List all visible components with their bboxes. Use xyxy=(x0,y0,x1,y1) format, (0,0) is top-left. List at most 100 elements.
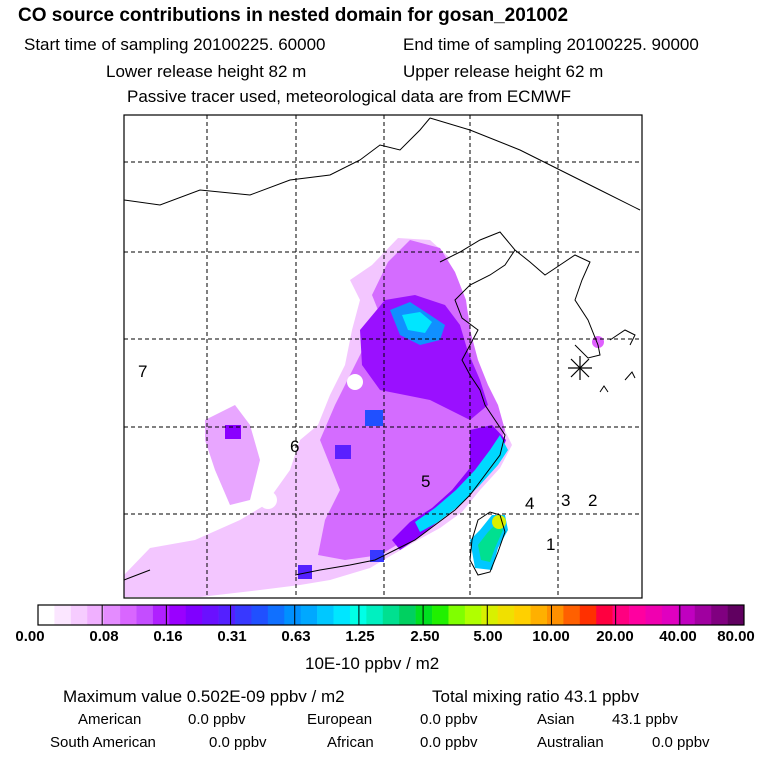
colorbar-swatch xyxy=(202,605,219,625)
plot-title: CO source contributions in nested domain… xyxy=(18,5,569,26)
coastline xyxy=(599,385,609,393)
colorbar-tick: 0.16 xyxy=(153,628,183,645)
colorbar-tick: 2.50 xyxy=(410,628,440,645)
plume-west-lobe xyxy=(205,405,260,505)
upper-height-label: Upper release height 62 m xyxy=(403,62,604,81)
colorbar-swatch xyxy=(235,605,252,625)
plume-cell xyxy=(298,565,312,579)
plume-cell xyxy=(365,410,383,426)
colorbar-swatch xyxy=(448,605,466,625)
region-australian-label: Australian xyxy=(537,734,604,751)
colorbar-swatch xyxy=(645,605,663,625)
region-asian-value: 43.1 ppbv xyxy=(612,711,678,728)
coastlines xyxy=(124,117,641,581)
region-american-label: American xyxy=(78,711,142,728)
region-australian-value: 0.0 ppbv xyxy=(652,734,710,751)
colorbar-swatch xyxy=(120,605,137,625)
colorbar-swatch xyxy=(629,605,646,625)
colorbar-swatch xyxy=(596,605,613,625)
plume-gap xyxy=(259,491,277,509)
region-label-5: 5 xyxy=(421,472,431,491)
region-european-value: 0.0 ppbv xyxy=(420,711,478,728)
colorbar-swatch xyxy=(152,605,170,625)
colorbar-swatch xyxy=(185,605,203,625)
plume-core xyxy=(360,295,488,420)
region-south-american-value: 0.0 ppbv xyxy=(209,734,267,751)
border-line xyxy=(429,117,641,211)
colorbar-swatch xyxy=(694,605,712,625)
colorbar-swatch xyxy=(38,605,55,625)
border-line xyxy=(124,117,431,206)
colorbar-swatch xyxy=(70,605,88,625)
colorbar-swatch xyxy=(284,605,301,625)
plume-cell xyxy=(335,445,351,459)
colorbar-swatch xyxy=(415,605,433,625)
colorbar-swatch xyxy=(727,605,745,625)
colorbar-swatch xyxy=(399,605,416,625)
colorbar-swatch xyxy=(366,605,384,625)
colorbar-swatch xyxy=(218,605,236,625)
colorbar-tick: 40.00 xyxy=(659,628,697,645)
colorbar-tick: 10.00 xyxy=(532,628,570,645)
colorbar-swatch xyxy=(563,605,581,625)
plume-hotspot-north-inner xyxy=(402,312,432,333)
coastline xyxy=(624,371,636,381)
plume-main-body xyxy=(318,240,505,560)
colorbar-swatch xyxy=(612,605,630,625)
plume-cell xyxy=(370,550,384,562)
region-american-value: 0.0 ppbv xyxy=(188,711,246,728)
region-label-4: 4 xyxy=(525,494,535,513)
colorbar-swatch xyxy=(661,605,679,625)
colorbar-tick: 0.00 xyxy=(15,628,45,645)
tracer-note: Passive tracer used, meteorological data… xyxy=(127,87,572,106)
region-african-value: 0.0 ppbv xyxy=(420,734,478,751)
colorbar-tick: 20.00 xyxy=(596,628,634,645)
colorbar-swatch xyxy=(382,605,400,625)
lat-lon-grid xyxy=(124,115,642,598)
map-frame xyxy=(123,114,643,599)
region-label-6: 6 xyxy=(290,437,300,456)
plume-coast-cyan xyxy=(415,435,508,532)
colorbar-tick: 80.00 xyxy=(717,628,755,645)
lower-height-label: Lower release height 82 m xyxy=(106,62,307,81)
colorbar-tick: 0.63 xyxy=(281,628,311,645)
colorbar-swatch xyxy=(169,605,187,625)
colorbar-swatch xyxy=(349,605,367,625)
end-time-label: End time of sampling 20100225. 90000 xyxy=(403,35,699,54)
region-european-label: European xyxy=(307,711,373,728)
colorbar-swatch xyxy=(711,605,728,625)
colorbar-swatch xyxy=(481,605,499,625)
plume-taiwan-inner xyxy=(478,522,503,562)
region-asian-label: Asian xyxy=(537,711,575,728)
region-african-label: African xyxy=(327,734,374,751)
plume-gap xyxy=(347,374,363,390)
colorbar-swatch xyxy=(333,605,351,625)
colorbar-swatch xyxy=(251,605,269,625)
region-label-2: 2 xyxy=(588,491,598,510)
region-south-american-label: South American xyxy=(50,734,156,751)
colorbar-unit: 10E-10 ppbv / m2 xyxy=(305,654,440,673)
colorbar-swatch xyxy=(678,605,696,625)
colorbar-tick: 0.31 xyxy=(217,628,247,645)
colorbar-swatch xyxy=(136,605,154,625)
colorbar-swatch xyxy=(300,605,318,625)
coastline xyxy=(514,249,601,359)
colorbar-swatch xyxy=(579,605,597,625)
colorbar-swatch xyxy=(432,605,449,625)
colorbar-swatch xyxy=(103,605,121,625)
coastline xyxy=(609,329,636,346)
colorbar-swatch xyxy=(54,605,72,625)
colorbar-tick: 5.00 xyxy=(473,628,503,645)
plume-max-spot xyxy=(492,515,506,529)
plume-cell xyxy=(225,425,241,439)
region-label-7: 7 xyxy=(138,362,148,381)
colorbar-swatch xyxy=(530,605,548,625)
colorbar-swatch xyxy=(546,605,564,625)
region-label-3: 3 xyxy=(561,491,571,510)
colorbar-tick: 1.25 xyxy=(345,628,375,645)
receptor-marker xyxy=(568,356,592,380)
colorbar-swatch xyxy=(514,605,531,625)
start-time-label: Start time of sampling 20100225. 60000 xyxy=(24,35,326,54)
maximum-value: Maximum value 0.502E-09 ppbv / m2 xyxy=(63,687,345,706)
